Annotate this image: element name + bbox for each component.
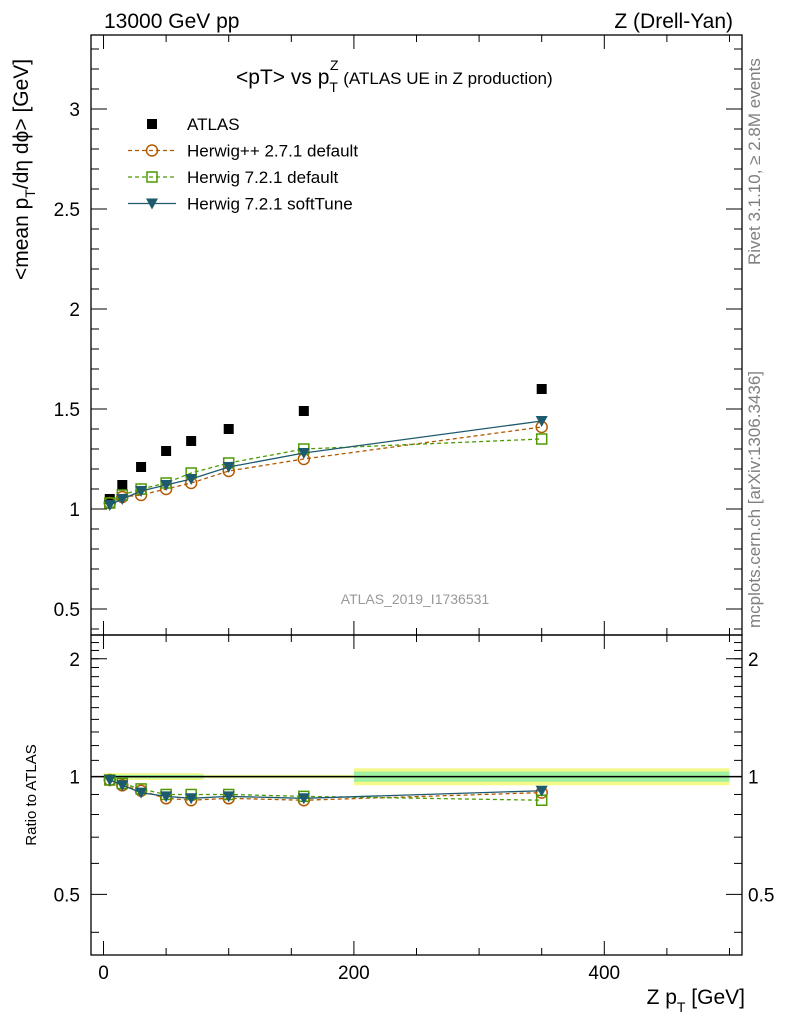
header-left: 13000 GeV pp <box>104 10 239 33</box>
point-atlas <box>298 406 309 416</box>
point-atlas <box>136 462 147 472</box>
ratio-panel: 0 200 400 0.5 0.5 1 1 2 2 <box>54 634 774 984</box>
ratio-point-mc-3 <box>160 791 173 803</box>
point-atlas <box>536 384 547 394</box>
analysis-id-label: ATLAS_2019_I1736531 <box>341 591 490 607</box>
ratio-point-mc-3 <box>535 785 548 797</box>
ratio-point-mc-3 <box>222 791 235 803</box>
point-mc-3 <box>116 494 129 505</box>
x-axis-label: Z pT [GeV] <box>647 986 745 1015</box>
ratio-point-mc-3 <box>103 774 116 786</box>
header-right: Z (Drell-Yan) <box>614 10 733 33</box>
ratio-line-mc-3 <box>109 779 542 799</box>
series-line-mc-3 <box>109 420 542 506</box>
ratio-point-mc-3 <box>135 787 148 799</box>
plot-title: <pT> vs pTZ (ATLAS UE in Z production) <box>236 57 553 95</box>
legend-label-mc-1: Herwig++ 2.7.1 default <box>187 142 358 161</box>
legend-label-mc-2: Herwig 7.2.1 default <box>187 168 338 187</box>
series-line-mc-2 <box>109 438 542 504</box>
ratio-y-tick-label: 2 <box>69 650 80 671</box>
legend-label-mc-3: Herwig 7.2.1 softTune <box>187 195 353 214</box>
point-atlas <box>186 436 197 446</box>
series-line-mc-1 <box>109 426 542 504</box>
ratio-point-mc-3 <box>116 780 129 792</box>
legend-marker-mc-2 <box>146 171 158 183</box>
point-mc-3 <box>135 486 148 497</box>
ratio-y-tick-label-right: 2 <box>748 650 759 671</box>
ratio-y-tick-label: 0.5 <box>54 885 80 906</box>
y-tick-label: 0.5 <box>54 600 80 621</box>
y-tick-label: 2 <box>69 300 80 321</box>
rivet-version-label: Rivet 3.1.10, ≥ 2.8M events <box>745 58 764 265</box>
ratio-y-tick-label-right: 1 <box>748 768 759 789</box>
point-mc-3 <box>103 500 116 511</box>
y-tick-label: 2.5 <box>54 200 80 221</box>
ratio-y-tick-label-right: 0.5 <box>748 885 774 906</box>
legend-label-atlas: ATLAS <box>187 115 240 134</box>
point-atlas <box>161 446 172 456</box>
x-tick-label: 0 <box>98 963 109 984</box>
point-mc-3 <box>535 416 548 427</box>
ratio-axis-label: Ratio to ATLAS <box>23 744 40 845</box>
point-mc-2 <box>535 433 548 445</box>
ratio-point-mc-3 <box>185 793 198 805</box>
point-mc-3 <box>185 474 198 485</box>
point-mc-3 <box>297 448 310 459</box>
y-tick-label: 1 <box>69 500 80 521</box>
y-tick-label: 3 <box>69 100 80 121</box>
point-mc-3 <box>222 462 235 473</box>
point-atlas <box>104 494 115 504</box>
ratio-point-mc-3 <box>297 793 310 805</box>
legend-marker-mc-3 <box>146 198 158 210</box>
x-tick-label: 200 <box>338 963 370 984</box>
ratio-y-tick-label: 1 <box>69 768 80 789</box>
point-atlas <box>117 480 128 490</box>
x-tick-label: 400 <box>588 963 620 984</box>
legend: ATLAS Herwig++ 2.7.1 default Herwig 7.2.1 … <box>128 115 358 214</box>
legend-marker-mc-1 <box>145 144 159 157</box>
y-tick-label: 1.5 <box>54 400 80 421</box>
point-mc-3 <box>160 480 173 491</box>
mcplots-label: mcplots.cern.ch [arXiv:1306.3436] <box>745 371 764 628</box>
y-axis-label: <mean pT/dη dϕ> [GeV] <box>10 59 38 280</box>
point-atlas <box>223 424 234 434</box>
legend-marker-atlas <box>147 119 157 129</box>
